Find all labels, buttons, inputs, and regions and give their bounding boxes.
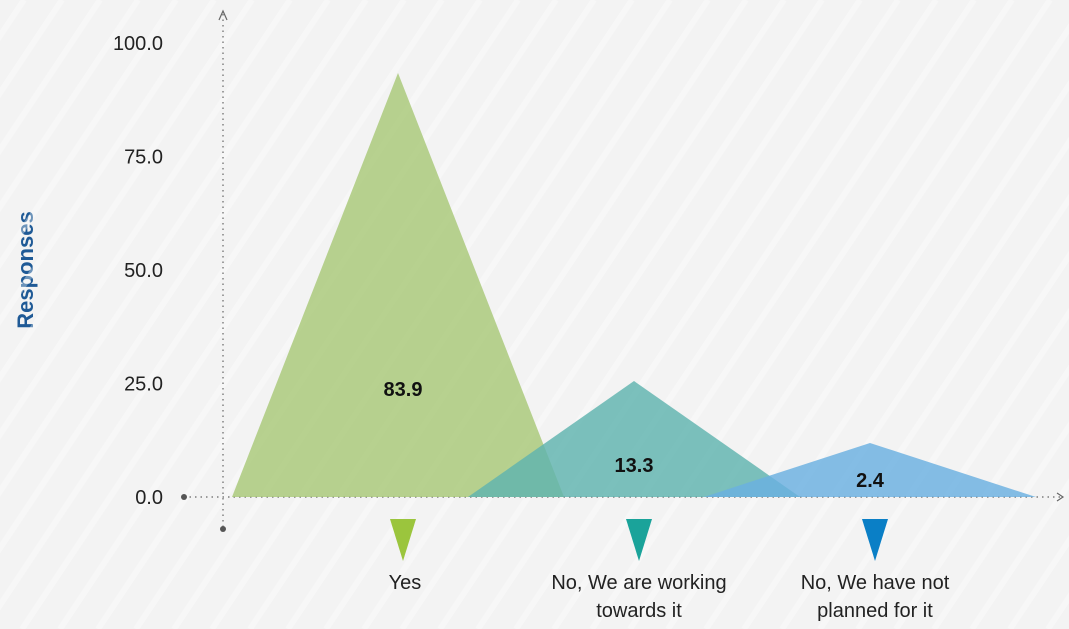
background-streak [665,23,1069,629]
background-streak [475,0,901,629]
background-streak [589,0,1015,629]
x-tick-label: No, We have not [801,572,950,594]
bar-triangle [468,381,800,497]
x-axis-origin-dot [181,494,187,500]
data-label: 2.4 [856,470,885,492]
category-marker-icon [626,519,652,561]
background-streak [0,0,293,440]
background-streak [361,0,787,629]
background-streak [703,79,1069,629]
y-axis-origin-dot [220,526,226,532]
background-streak [627,0,1053,629]
background-streak [931,421,1069,629]
background-streak [0,0,103,156]
background-streak [0,0,141,213]
background-streak [0,0,255,383]
background-streak [0,0,369,554]
x-tick-label: towards it [596,600,682,622]
data-label: 83.9 [384,379,423,401]
y-tick-label: 0.0 [135,487,163,509]
background-streak [741,136,1069,629]
data-label: 13.3 [615,455,654,477]
x-tick-label: planned for it [817,600,933,622]
y-tick-label: 25.0 [124,374,163,396]
x-axis-arrow [1056,492,1065,502]
category-marker-icon [390,519,416,561]
category-marker-icon [862,519,888,561]
background-streak [0,0,179,269]
y-axis-arrow [218,9,228,21]
background-streak [513,0,939,629]
background-streak [817,250,1069,629]
background-streak [399,0,825,629]
background-streak [0,0,217,326]
background-streak [551,0,977,629]
background-streak [779,193,1069,629]
x-tick-label: Yes [389,572,422,594]
y-tick-label: 50.0 [124,260,163,282]
background-streak [19,0,445,629]
bar-triangle [704,443,1036,497]
x-tick-label: No, We are working [551,572,726,594]
background-streak [0,0,407,611]
y-tick-label: 75.0 [124,147,163,169]
bar-triangle [232,73,564,497]
y-tick-label: 100.0 [113,33,163,55]
background-streak [437,0,863,629]
background-streak [285,0,711,629]
background-streak [893,364,1069,629]
background-streak [855,307,1069,629]
background-streak [969,478,1069,629]
background-streak [0,0,331,497]
